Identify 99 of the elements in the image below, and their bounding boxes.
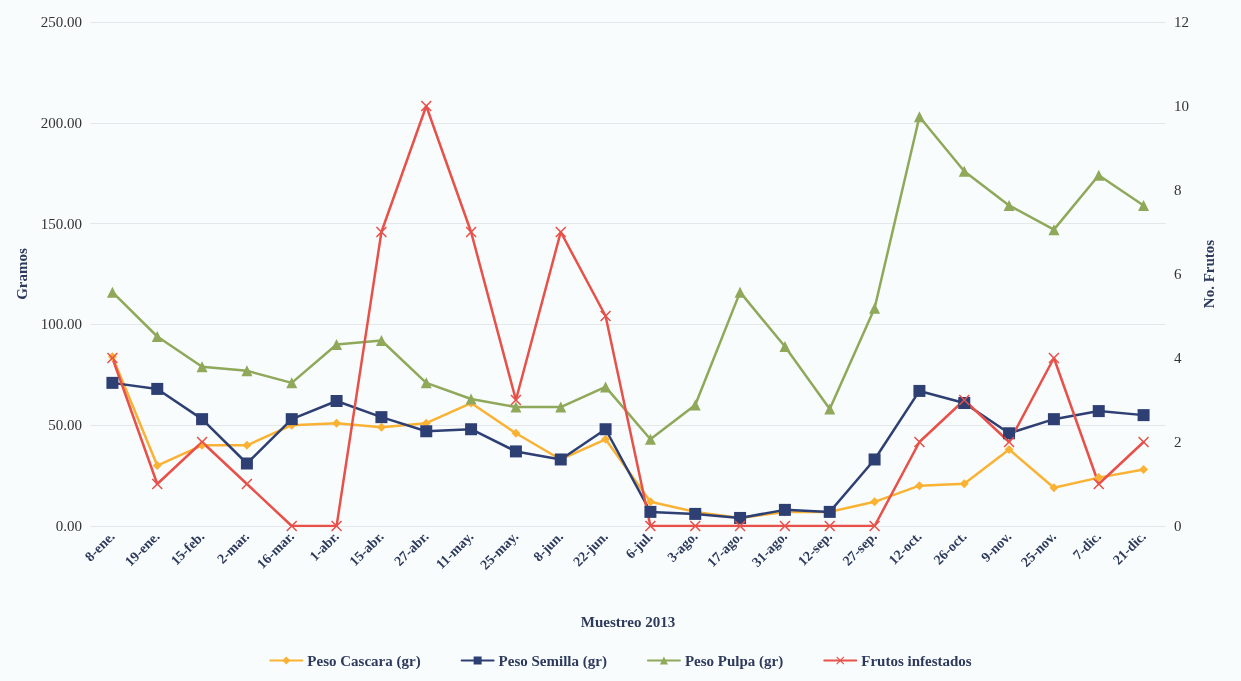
y2-tick-label: 0 (1174, 518, 1182, 534)
point (241, 365, 253, 377)
point (241, 478, 253, 490)
point (420, 377, 432, 389)
point (1138, 199, 1150, 211)
y2-tick-label: 8 (1174, 182, 1182, 198)
point (1047, 413, 1060, 426)
point (509, 445, 522, 458)
point (1049, 483, 1059, 493)
point (1093, 478, 1105, 490)
point (285, 413, 298, 426)
point (870, 497, 880, 507)
point (869, 302, 881, 314)
point (1003, 436, 1015, 448)
point (1048, 352, 1060, 364)
y2-tick-label: 12 (1174, 14, 1189, 30)
point (824, 403, 836, 415)
legend-label: Peso Pulpa (gr) (684, 652, 784, 670)
point (106, 286, 118, 298)
point (196, 361, 208, 373)
point (778, 503, 791, 516)
point (465, 393, 477, 405)
y-tick-label: 100.00 (40, 316, 82, 333)
point (1004, 444, 1014, 454)
point (959, 479, 969, 489)
point (330, 395, 343, 408)
y2-axis-title: No. Frutos (1200, 239, 1217, 309)
point (958, 165, 970, 177)
point (913, 436, 925, 448)
point (599, 423, 612, 436)
point (1003, 427, 1016, 440)
point (1137, 409, 1150, 422)
y-tick-label: 150.00 (40, 215, 82, 232)
point (286, 377, 298, 389)
point (779, 520, 791, 532)
point (644, 433, 656, 445)
y2-tick-label: 4 (1174, 350, 1182, 366)
point (645, 497, 655, 507)
y2-tick-label: 10 (1174, 98, 1189, 114)
point (644, 520, 656, 532)
point (824, 520, 836, 532)
point (1094, 473, 1104, 483)
y-axis-title: Gramos (14, 248, 31, 300)
y-tick-label: 50.00 (48, 417, 82, 434)
point (332, 418, 342, 428)
legend-label: Frutos infestados (861, 652, 972, 669)
point (1048, 224, 1060, 236)
point (779, 341, 791, 353)
point (375, 335, 387, 347)
point (511, 428, 521, 438)
point (600, 381, 612, 393)
point (644, 505, 657, 518)
point (106, 376, 119, 389)
point (375, 226, 387, 238)
point (869, 520, 881, 532)
point (286, 520, 298, 532)
point (151, 382, 164, 395)
point (868, 453, 881, 466)
point (689, 520, 701, 532)
point (555, 226, 567, 238)
legend-label: Peso Semilla (gr) (498, 652, 607, 670)
y2-tick-label: 6 (1174, 266, 1182, 282)
point (510, 401, 522, 413)
point (601, 434, 611, 444)
point (151, 331, 163, 342)
point (196, 436, 208, 448)
point (1003, 199, 1015, 211)
point (914, 481, 924, 491)
point (734, 520, 746, 532)
point (1092, 405, 1105, 418)
point (555, 401, 567, 413)
point (151, 478, 163, 490)
point (420, 100, 432, 112)
point (510, 394, 522, 406)
point (600, 310, 612, 322)
point (331, 339, 343, 351)
point (375, 411, 388, 424)
point (734, 286, 746, 298)
point (420, 425, 433, 438)
point (152, 461, 162, 471)
point (913, 111, 925, 123)
point (331, 520, 343, 532)
x-axis-title: Muestreo 2013 (580, 613, 676, 630)
point (465, 423, 478, 436)
y-tick-label: 0.00 (55, 518, 82, 534)
point (1139, 465, 1149, 475)
point (1138, 436, 1150, 448)
point (1093, 169, 1105, 181)
point (689, 399, 701, 411)
point (465, 226, 477, 238)
point (913, 384, 926, 397)
y2-tick-label: 2 (1174, 434, 1182, 450)
point (242, 440, 252, 450)
y-tick-label: 250.00 (40, 14, 82, 30)
point (240, 457, 253, 470)
point (196, 413, 209, 426)
legend-label: Peso Cascara (gr) (307, 652, 421, 670)
point (376, 422, 386, 432)
y-tick-label: 200.00 (40, 114, 82, 131)
